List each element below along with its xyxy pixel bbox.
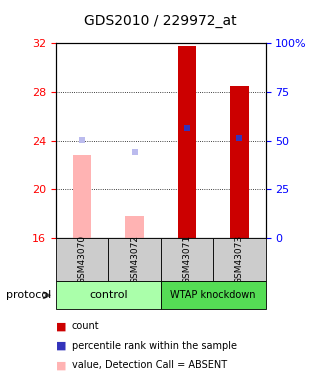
Text: GDS2010 / 229972_at: GDS2010 / 229972_at bbox=[84, 13, 236, 28]
Text: ■: ■ bbox=[56, 360, 67, 370]
Bar bbox=[56, 281, 161, 309]
Text: ■: ■ bbox=[56, 341, 67, 351]
Text: value, Detection Call = ABSENT: value, Detection Call = ABSENT bbox=[72, 360, 227, 370]
Bar bbox=[125, 216, 144, 238]
Text: GSM43072: GSM43072 bbox=[130, 235, 139, 284]
Bar bbox=[230, 86, 249, 238]
Text: GSM43070: GSM43070 bbox=[78, 235, 87, 284]
Text: GSM43073: GSM43073 bbox=[235, 235, 244, 284]
Bar bbox=[56, 238, 108, 281]
Bar bbox=[108, 238, 161, 281]
Text: GSM43071: GSM43071 bbox=[182, 235, 191, 284]
Bar bbox=[161, 238, 213, 281]
Bar bbox=[73, 155, 92, 238]
Text: count: count bbox=[72, 321, 100, 331]
Text: protocol: protocol bbox=[6, 290, 52, 300]
Text: WTAP knockdown: WTAP knockdown bbox=[171, 290, 256, 300]
Text: ■: ■ bbox=[56, 321, 67, 331]
Text: control: control bbox=[89, 290, 128, 300]
Bar bbox=[178, 46, 196, 238]
Bar bbox=[213, 238, 266, 281]
Bar bbox=[161, 281, 266, 309]
Text: percentile rank within the sample: percentile rank within the sample bbox=[72, 341, 237, 351]
